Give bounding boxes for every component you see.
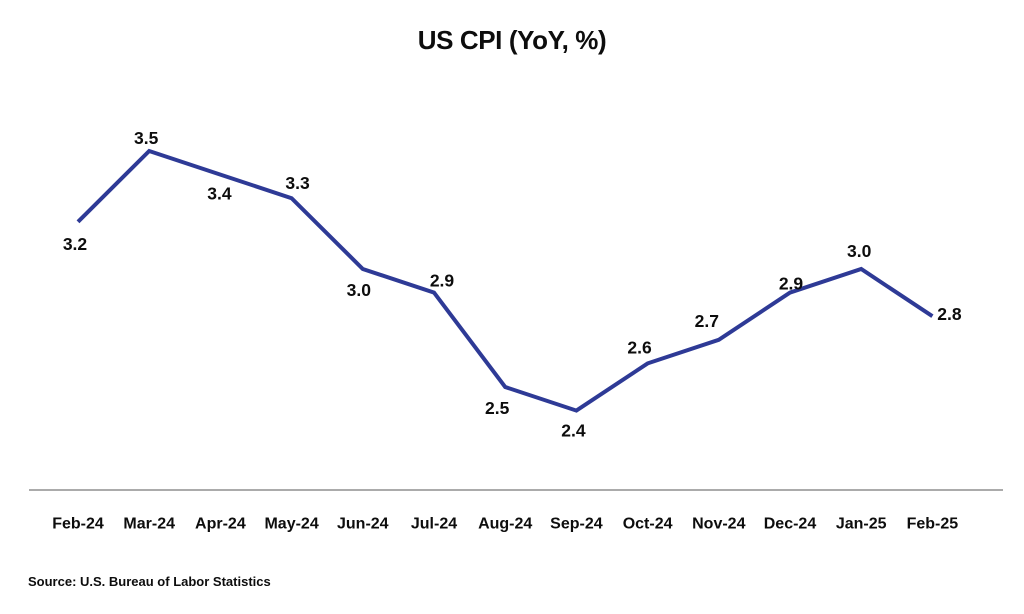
data-label: 3.0 (847, 241, 872, 261)
x-axis-tick-label: Dec-24 (764, 516, 817, 533)
x-axis-tick-label: Feb-24 (52, 516, 104, 533)
x-axis-tick-label: Feb-25 (907, 516, 959, 533)
data-label: 2.5 (485, 398, 510, 418)
x-axis-tick-label: Nov-24 (692, 516, 745, 533)
data-label: 2.4 (561, 421, 586, 441)
x-axis-tick-label: Aug-24 (478, 516, 532, 533)
x-axis-tick-label: Mar-24 (123, 516, 175, 533)
source-note: Source: U.S. Bureau of Labor Statistics (28, 574, 271, 589)
chart-title: US CPI (YoY, %) (417, 25, 607, 55)
data-label: 2.8 (937, 304, 962, 324)
data-label: 3.5 (134, 128, 159, 148)
data-label: 3.4 (207, 184, 232, 204)
x-axis-tick-label: Sep-24 (550, 516, 603, 533)
data-label: 3.0 (347, 280, 372, 300)
x-axis-tick-label: Apr-24 (195, 516, 246, 533)
data-label: 3.3 (285, 173, 310, 193)
cpi-line-series (76, 148, 934, 413)
x-axis-tick-label: Jun-24 (337, 516, 389, 533)
data-label: 2.6 (627, 337, 652, 357)
x-axis-tick-label: May-24 (264, 516, 318, 533)
data-label: 3.2 (63, 234, 88, 254)
x-axis-tick-label: Jan-25 (836, 516, 887, 533)
x-axis-tick-label: Jul-24 (411, 516, 457, 533)
x-axis-tick-label: Oct-24 (623, 516, 673, 533)
data-label: 2.9 (779, 274, 804, 294)
data-label: 2.9 (430, 271, 455, 291)
data-label: 2.7 (695, 311, 719, 331)
